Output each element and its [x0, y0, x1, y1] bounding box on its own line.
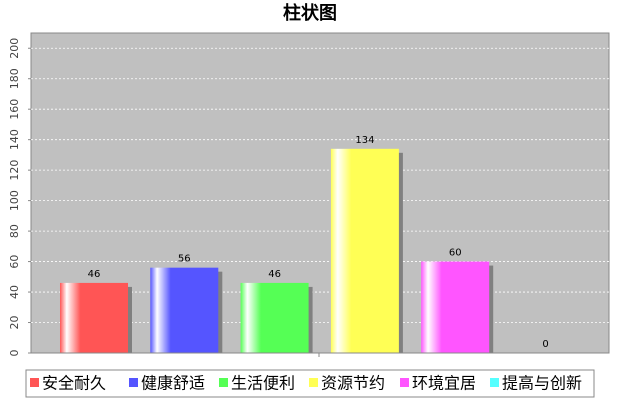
bar: [60, 282, 128, 353]
legend-swatch: [30, 378, 39, 387]
value-label: 46: [88, 269, 101, 280]
bar: [240, 282, 309, 353]
legend-label: 环境宜居: [412, 374, 476, 393]
legend-label: 生活便利: [231, 374, 295, 393]
value-label: 56: [178, 254, 191, 265]
y-tick-label: 200: [8, 38, 21, 59]
y-tick-label: 100: [8, 190, 21, 211]
legend-label: 资源节约: [321, 374, 385, 393]
legend-label: 提高与创新: [502, 374, 582, 393]
legend-swatch: [400, 378, 409, 387]
y-tick-label: 180: [8, 68, 21, 89]
y-tick-label: 80: [8, 224, 21, 238]
value-label: 60: [449, 248, 462, 259]
value-label: 134: [355, 135, 374, 146]
legend-swatch: [129, 378, 138, 387]
y-tick-label: 120: [8, 160, 21, 181]
y-tick-label: 20: [8, 316, 21, 330]
legend-swatch: [309, 378, 318, 387]
y-tick-label: 140: [8, 129, 21, 150]
y-tick-label: 40: [8, 285, 21, 299]
legend-label: 安全耐久: [42, 374, 106, 393]
y-tick-label: 160: [8, 99, 21, 120]
legend-swatch: [219, 378, 228, 387]
value-label: 0: [542, 339, 548, 350]
bar: [150, 267, 219, 353]
bar: [421, 261, 490, 353]
bar: [330, 148, 399, 353]
chart-title: 柱状图: [283, 2, 337, 24]
y-tick-label: 60: [8, 255, 21, 269]
legend-swatch: [490, 378, 499, 387]
y-tick-label: 0: [8, 350, 21, 357]
legend-label: 健康舒适: [141, 374, 205, 393]
value-label: 46: [268, 269, 281, 280]
